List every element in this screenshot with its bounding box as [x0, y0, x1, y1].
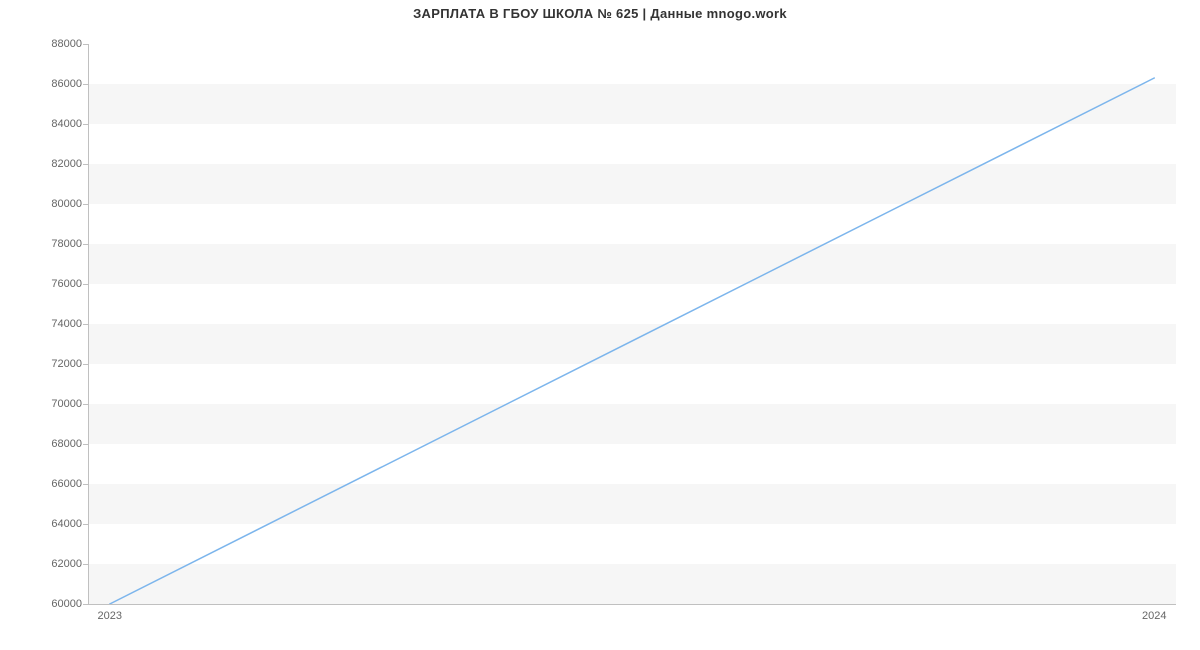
line-layer: [88, 44, 1176, 604]
y-tick-mark: [83, 404, 88, 405]
y-tick-label: 70000: [51, 398, 82, 410]
y-tick-mark: [83, 364, 88, 365]
y-tick-label: 88000: [51, 38, 82, 50]
y-tick-mark: [83, 44, 88, 45]
y-tick-label: 84000: [51, 118, 82, 130]
y-tick-label: 80000: [51, 198, 82, 210]
plot-area: 6000062000640006600068000700007200074000…: [88, 44, 1176, 604]
y-axis-line: [88, 44, 89, 604]
y-tick-label: 82000: [51, 158, 82, 170]
y-tick-mark: [83, 324, 88, 325]
y-tick-mark: [83, 84, 88, 85]
series-line-salary: [110, 78, 1154, 604]
y-tick-label: 72000: [51, 358, 82, 370]
y-tick-mark: [83, 604, 88, 605]
y-tick-mark: [83, 484, 88, 485]
y-tick-mark: [83, 164, 88, 165]
y-tick-mark: [83, 444, 88, 445]
y-tick-label: 64000: [51, 518, 82, 530]
x-tick-label: 2024: [1142, 610, 1166, 622]
y-tick-mark: [83, 124, 88, 125]
x-tick-label: 2023: [98, 610, 122, 622]
y-tick-mark: [83, 244, 88, 245]
y-tick-label: 74000: [51, 318, 82, 330]
y-tick-label: 66000: [51, 478, 82, 490]
y-tick-mark: [83, 284, 88, 285]
x-axis-line: [88, 604, 1176, 605]
y-tick-mark: [83, 524, 88, 525]
y-tick-label: 76000: [51, 278, 82, 290]
chart-title: ЗАРПЛАТА В ГБОУ ШКОЛА № 625 | Данные mno…: [0, 6, 1200, 21]
y-tick-label: 78000: [51, 238, 82, 250]
y-tick-mark: [83, 564, 88, 565]
y-tick-label: 62000: [51, 558, 82, 570]
y-tick-label: 60000: [51, 598, 82, 610]
y-tick-label: 86000: [51, 78, 82, 90]
y-tick-mark: [83, 204, 88, 205]
y-tick-label: 68000: [51, 438, 82, 450]
salary-line-chart: ЗАРПЛАТА В ГБОУ ШКОЛА № 625 | Данные mno…: [0, 0, 1200, 650]
